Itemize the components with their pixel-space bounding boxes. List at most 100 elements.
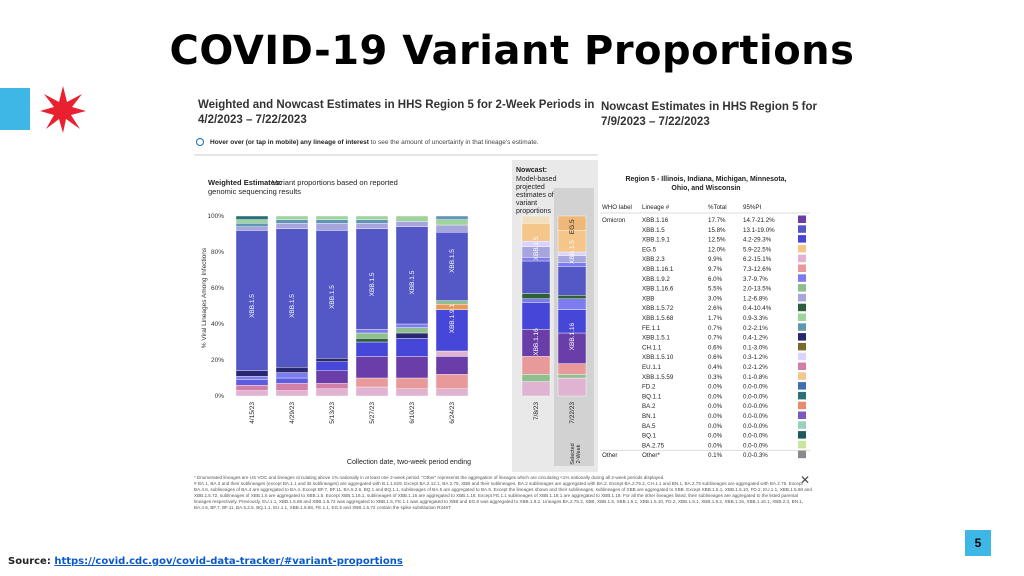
table-row[interactable]: BN.1 0.0% 0.0-0.0% xyxy=(642,411,806,421)
bar-segment[interactable] xyxy=(315,370,349,384)
table-row[interactable]: BQ.1 0.0% 0.0-0.0% xyxy=(642,431,806,440)
bar-segment[interactable] xyxy=(355,338,389,343)
bar-segment[interactable] xyxy=(355,228,389,330)
bar-segment[interactable] xyxy=(275,366,309,373)
bar-segment[interactable] xyxy=(521,298,551,303)
bar-segment[interactable] xyxy=(521,260,551,294)
bar-segment[interactable] xyxy=(521,293,551,299)
bar-segment[interactable] xyxy=(235,226,269,231)
bar-segment[interactable] xyxy=(355,341,389,357)
bar-segment[interactable] xyxy=(557,377,587,397)
bar-segment[interactable] xyxy=(355,222,389,229)
bar-segment[interactable] xyxy=(275,228,309,368)
bar-segment[interactable] xyxy=(235,219,269,224)
bar-segment[interactable] xyxy=(235,384,269,391)
bar-segment[interactable] xyxy=(557,215,587,231)
bar-segment[interactable] xyxy=(315,230,349,359)
bar-segment[interactable] xyxy=(275,222,309,229)
bar-segment[interactable] xyxy=(355,219,389,224)
table-row[interactable]: BQ.1.1 0.0% 0.0-0.0% xyxy=(642,391,806,401)
bar-segment[interactable] xyxy=(521,302,551,330)
bar-segment[interactable] xyxy=(275,372,309,379)
bar-segment[interactable] xyxy=(235,370,269,377)
bar-segment[interactable] xyxy=(395,388,429,397)
bar-segment[interactable] xyxy=(355,329,389,334)
bar-segment[interactable] xyxy=(395,215,429,222)
table-row[interactable]: FD.2 0.0% 0.0-0.0% xyxy=(642,382,806,391)
table-row[interactable]: XBB.1.5.68 1.7% 0.9-3.3% xyxy=(642,313,806,323)
bar-segment[interactable] xyxy=(355,356,389,379)
bar-segment[interactable] xyxy=(355,215,389,220)
bar-segment[interactable] xyxy=(275,215,309,220)
bar-segment[interactable] xyxy=(275,390,309,397)
bar-segment[interactable] xyxy=(395,323,429,328)
bar-segment[interactable] xyxy=(521,329,551,357)
bar-segment[interactable] xyxy=(275,377,309,384)
bar-segment[interactable] xyxy=(521,215,551,224)
bar-segment[interactable] xyxy=(521,374,551,382)
bar-segment[interactable] xyxy=(557,332,587,364)
table-row[interactable]: BA.5 0.0% 0.0-0.0% xyxy=(642,421,806,430)
bar-segment[interactable] xyxy=(315,388,349,397)
bar-segment[interactable] xyxy=(557,374,587,379)
bar-segment[interactable] xyxy=(557,298,587,310)
bar-segment[interactable] xyxy=(395,226,429,325)
bar-segment[interactable] xyxy=(435,215,469,220)
bar-segment[interactable] xyxy=(355,386,389,397)
bar-segment[interactable] xyxy=(235,379,269,386)
bar-segment[interactable] xyxy=(315,361,349,372)
table-row[interactable]: Other Other* 0.1% 0.0-0.3% xyxy=(600,449,810,459)
bar-segment[interactable] xyxy=(521,356,551,375)
bar-segment[interactable] xyxy=(435,374,469,389)
bar-segment[interactable] xyxy=(315,219,349,224)
bar-segment[interactable] xyxy=(435,350,469,357)
bar-segment[interactable] xyxy=(355,377,389,388)
bar-segment[interactable] xyxy=(395,356,429,379)
table-row[interactable]: XBB.1.5 15.8% 13.1-19.0% xyxy=(642,225,806,234)
bar-segment[interactable] xyxy=(235,222,269,227)
bar-segment[interactable] xyxy=(235,215,269,220)
bar-segment[interactable] xyxy=(235,390,269,397)
table-row[interactable]: XBB.1.9.2 6.0% 3.7-9.7% xyxy=(642,274,806,283)
bar-segment[interactable] xyxy=(395,338,429,357)
bar-segment[interactable] xyxy=(235,230,269,371)
bar-segment[interactable] xyxy=(395,327,429,334)
table-row[interactable]: XBB.1.5.72 2.6% 0.4-10.4% xyxy=(642,303,806,313)
bar-segment[interactable] xyxy=(435,356,469,375)
bar-segment[interactable] xyxy=(557,294,587,299)
bar-segment[interactable] xyxy=(435,300,469,305)
bar-segment[interactable] xyxy=(557,363,587,375)
table-row[interactable]: EG.5 12.0% 5.9-22.5% xyxy=(642,244,806,254)
bar-segment[interactable] xyxy=(315,357,349,362)
bar-segment[interactable] xyxy=(275,219,309,224)
bar-segment[interactable] xyxy=(395,377,429,390)
table-row[interactable]: XBB.1.16.1 9.7% 7.3-12.6% xyxy=(642,264,806,274)
bar-segment[interactable] xyxy=(435,309,469,352)
bar-segment[interactable] xyxy=(395,221,429,228)
table-row[interactable]: XBB.1.5.1 0.7% 0.4-1.2% xyxy=(642,333,806,342)
bar-segment[interactable] xyxy=(435,231,469,301)
table-row[interactable]: EU.1.1 0.4% 0.2-1.2% xyxy=(642,362,806,372)
source-link[interactable]: https://covid.cdc.gov/covid-data-tracker… xyxy=(54,556,403,567)
table-row[interactable]: BA.2.75 0.0% 0.0-0.0% xyxy=(642,440,806,450)
close-icon[interactable]: ✕ xyxy=(800,473,811,487)
table-row[interactable]: BA.2 0.0% 0.0-0.0% xyxy=(642,401,806,411)
table-row[interactable]: XBB.1.16.6 5.5% 2.0-13.5% xyxy=(642,284,806,293)
bar-segment[interactable] xyxy=(435,388,469,397)
bar-segment[interactable] xyxy=(275,383,309,391)
table-row[interactable]: XBB.1.5.59 0.3% 0.1-0.8% xyxy=(642,372,806,381)
table-row[interactable]: FE.1.1 0.7% 0.2-2.1% xyxy=(642,323,806,332)
table-row[interactable]: Omicron XBB.1.16 17.7% 14.7-21.2% xyxy=(602,215,806,225)
table-row[interactable]: XBB.1.9.1 12.5% 4.2-29.3% xyxy=(642,235,806,244)
bar-segment[interactable] xyxy=(395,332,429,339)
bar-segment[interactable] xyxy=(557,266,587,296)
table-row[interactable]: CH.1.1 0.6% 0.1-3.0% xyxy=(642,342,806,352)
bar-segment[interactable] xyxy=(315,383,349,389)
bar-segment[interactable] xyxy=(315,215,349,220)
bar-segment[interactable] xyxy=(435,224,469,233)
bar-segment[interactable] xyxy=(315,222,349,231)
bar-segment[interactable] xyxy=(521,381,551,397)
table-row[interactable]: XBB.1.5.10 0.6% 0.3-1.2% xyxy=(642,352,806,362)
table-row[interactable]: XBB 3.0% 1.2-6.8% xyxy=(642,293,806,303)
bar-segment[interactable] xyxy=(355,332,389,339)
